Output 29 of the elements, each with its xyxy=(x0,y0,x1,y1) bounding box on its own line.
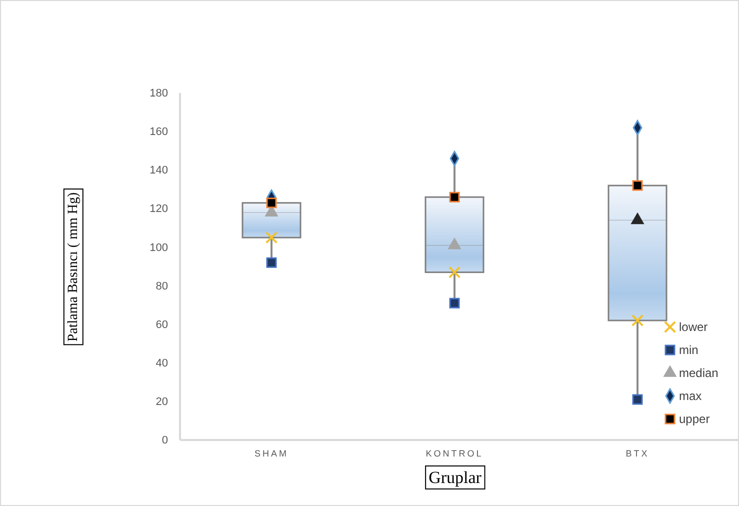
point xyxy=(449,298,460,308)
y-tick-label: 140 xyxy=(150,164,168,177)
legend-label: max xyxy=(679,389,702,403)
y-tick-label: 80 xyxy=(156,280,168,292)
y-tick-label: 60 xyxy=(156,318,168,331)
y-tick-label: 180 xyxy=(150,88,168,100)
point xyxy=(448,266,461,278)
y-tick-label: 160 xyxy=(150,126,168,138)
legend-label: upper xyxy=(679,412,710,426)
point xyxy=(449,192,460,202)
point xyxy=(266,198,277,208)
x-tick-label: BTX xyxy=(626,448,650,458)
y-tick-label: 20 xyxy=(156,396,168,408)
x-axis-title: Gruplar xyxy=(428,468,482,487)
y-tick-label: 0 xyxy=(162,434,168,447)
point xyxy=(265,231,278,244)
y-axis-title: Patlama Basıncı ( mm Hg) xyxy=(66,192,81,342)
legend-label: median xyxy=(679,366,718,380)
y-tick-label: 100 xyxy=(150,242,168,254)
x-tick-label: KONTROL xyxy=(426,448,484,458)
point xyxy=(631,314,644,327)
point xyxy=(632,180,643,191)
legend-label: lower xyxy=(679,320,708,334)
point xyxy=(632,394,643,405)
x-tick-label: SHAM xyxy=(254,448,289,458)
legend-label: min xyxy=(679,343,698,357)
y-tick-label: 40 xyxy=(156,357,168,370)
y-tick-label: 120 xyxy=(150,203,168,216)
point xyxy=(266,257,277,268)
